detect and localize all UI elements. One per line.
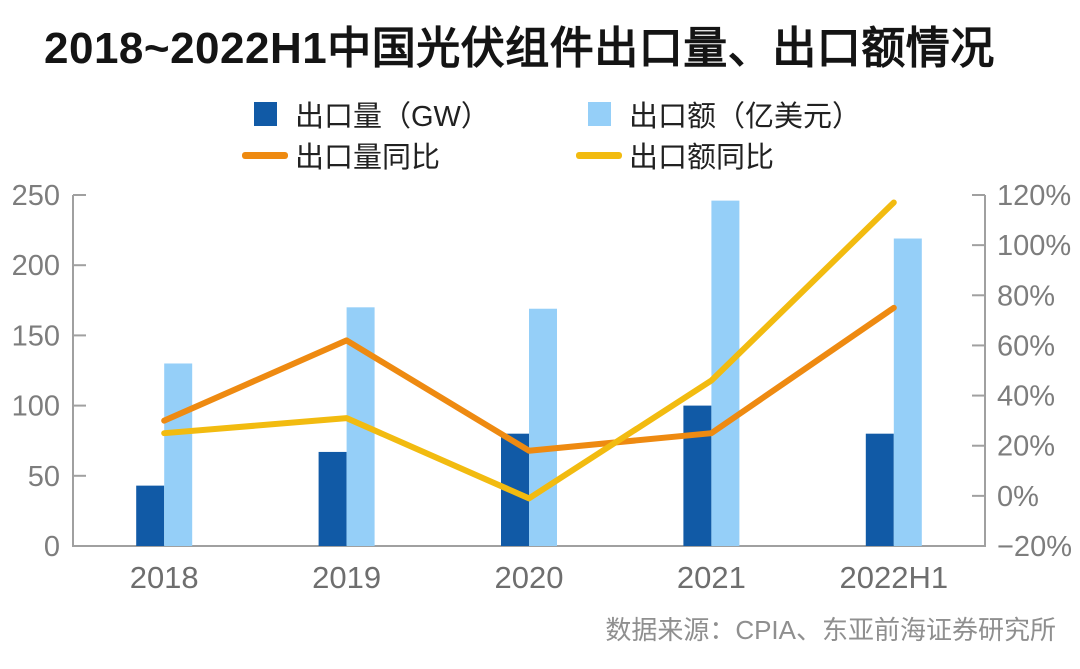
bar-export-volume-2022H1 (865, 433, 894, 546)
right-axis-tick-label: 40% (997, 381, 1055, 413)
right-axis-tick-label: 100% (997, 230, 1071, 262)
legend-label-export-value-yoy: 出口额同比 (629, 142, 775, 174)
right-axis-tick-label: 80% (997, 280, 1055, 312)
chart-title: 2018~2022H1中国光伏组件出口量、出口额情况 (44, 24, 995, 73)
legend-key-export-value-yoy (576, 151, 622, 159)
bar-export-volume-2018 (136, 485, 165, 546)
legend-item-export-value: 出口额（亿美元） (576, 98, 861, 133)
legend-label-export-volume: 出口量（GW） (295, 101, 490, 133)
legend-key-export-volume (242, 102, 288, 126)
x-axis-label: 2020 (495, 560, 564, 595)
right-axis-tick-label: 60% (997, 330, 1055, 362)
right-axis-tick-label: 20% (997, 431, 1055, 463)
left-axis-tick-label: 50 (28, 461, 60, 493)
legend-item-export-volume-yoy: 出口量同比 (242, 139, 440, 174)
left-axis-tick-label: 0 (44, 531, 60, 563)
legend-key-export-value (576, 102, 622, 126)
right-axis-tick-label: 120% (997, 180, 1071, 212)
legend-item-export-volume: 出口量（GW） (242, 98, 490, 133)
bar-export-volume-2021 (683, 405, 712, 546)
source-note: 数据来源：CPIA、东亚前海证券研究所 (605, 615, 1056, 645)
x-axis-label: 2022H1 (840, 560, 949, 595)
left-axis-tick-label: 250 (12, 180, 60, 212)
line-export-value-yoy (161, 199, 897, 502)
legend-label-export-volume-yoy: 出口量同比 (295, 142, 441, 174)
right-axis-tick-label: −20% (997, 531, 1072, 563)
bar-export-value-2018 (164, 363, 193, 546)
legend-label-export-value: 出口额（亿美元） (629, 101, 862, 133)
x-axis-label: 2018 (130, 560, 199, 595)
right-axis-tick-label: 0% (997, 481, 1039, 513)
x-axis-label: 2021 (677, 560, 746, 595)
left-axis-tick-label: 150 (12, 320, 60, 352)
left-axis-tick-label: 200 (12, 250, 60, 282)
legend-key-export-volume-yoy (242, 151, 288, 159)
line-export-volume-yoy (161, 304, 897, 454)
bar-export-value-2020 (529, 308, 557, 546)
left-axis-tick-label: 100 (12, 391, 60, 423)
legend-item-export-value-yoy: 出口额同比 (576, 139, 774, 174)
bar-export-volume-2019 (318, 451, 347, 546)
x-axis-label: 2019 (312, 560, 381, 595)
bar-export-value-2022H1 (893, 238, 922, 547)
